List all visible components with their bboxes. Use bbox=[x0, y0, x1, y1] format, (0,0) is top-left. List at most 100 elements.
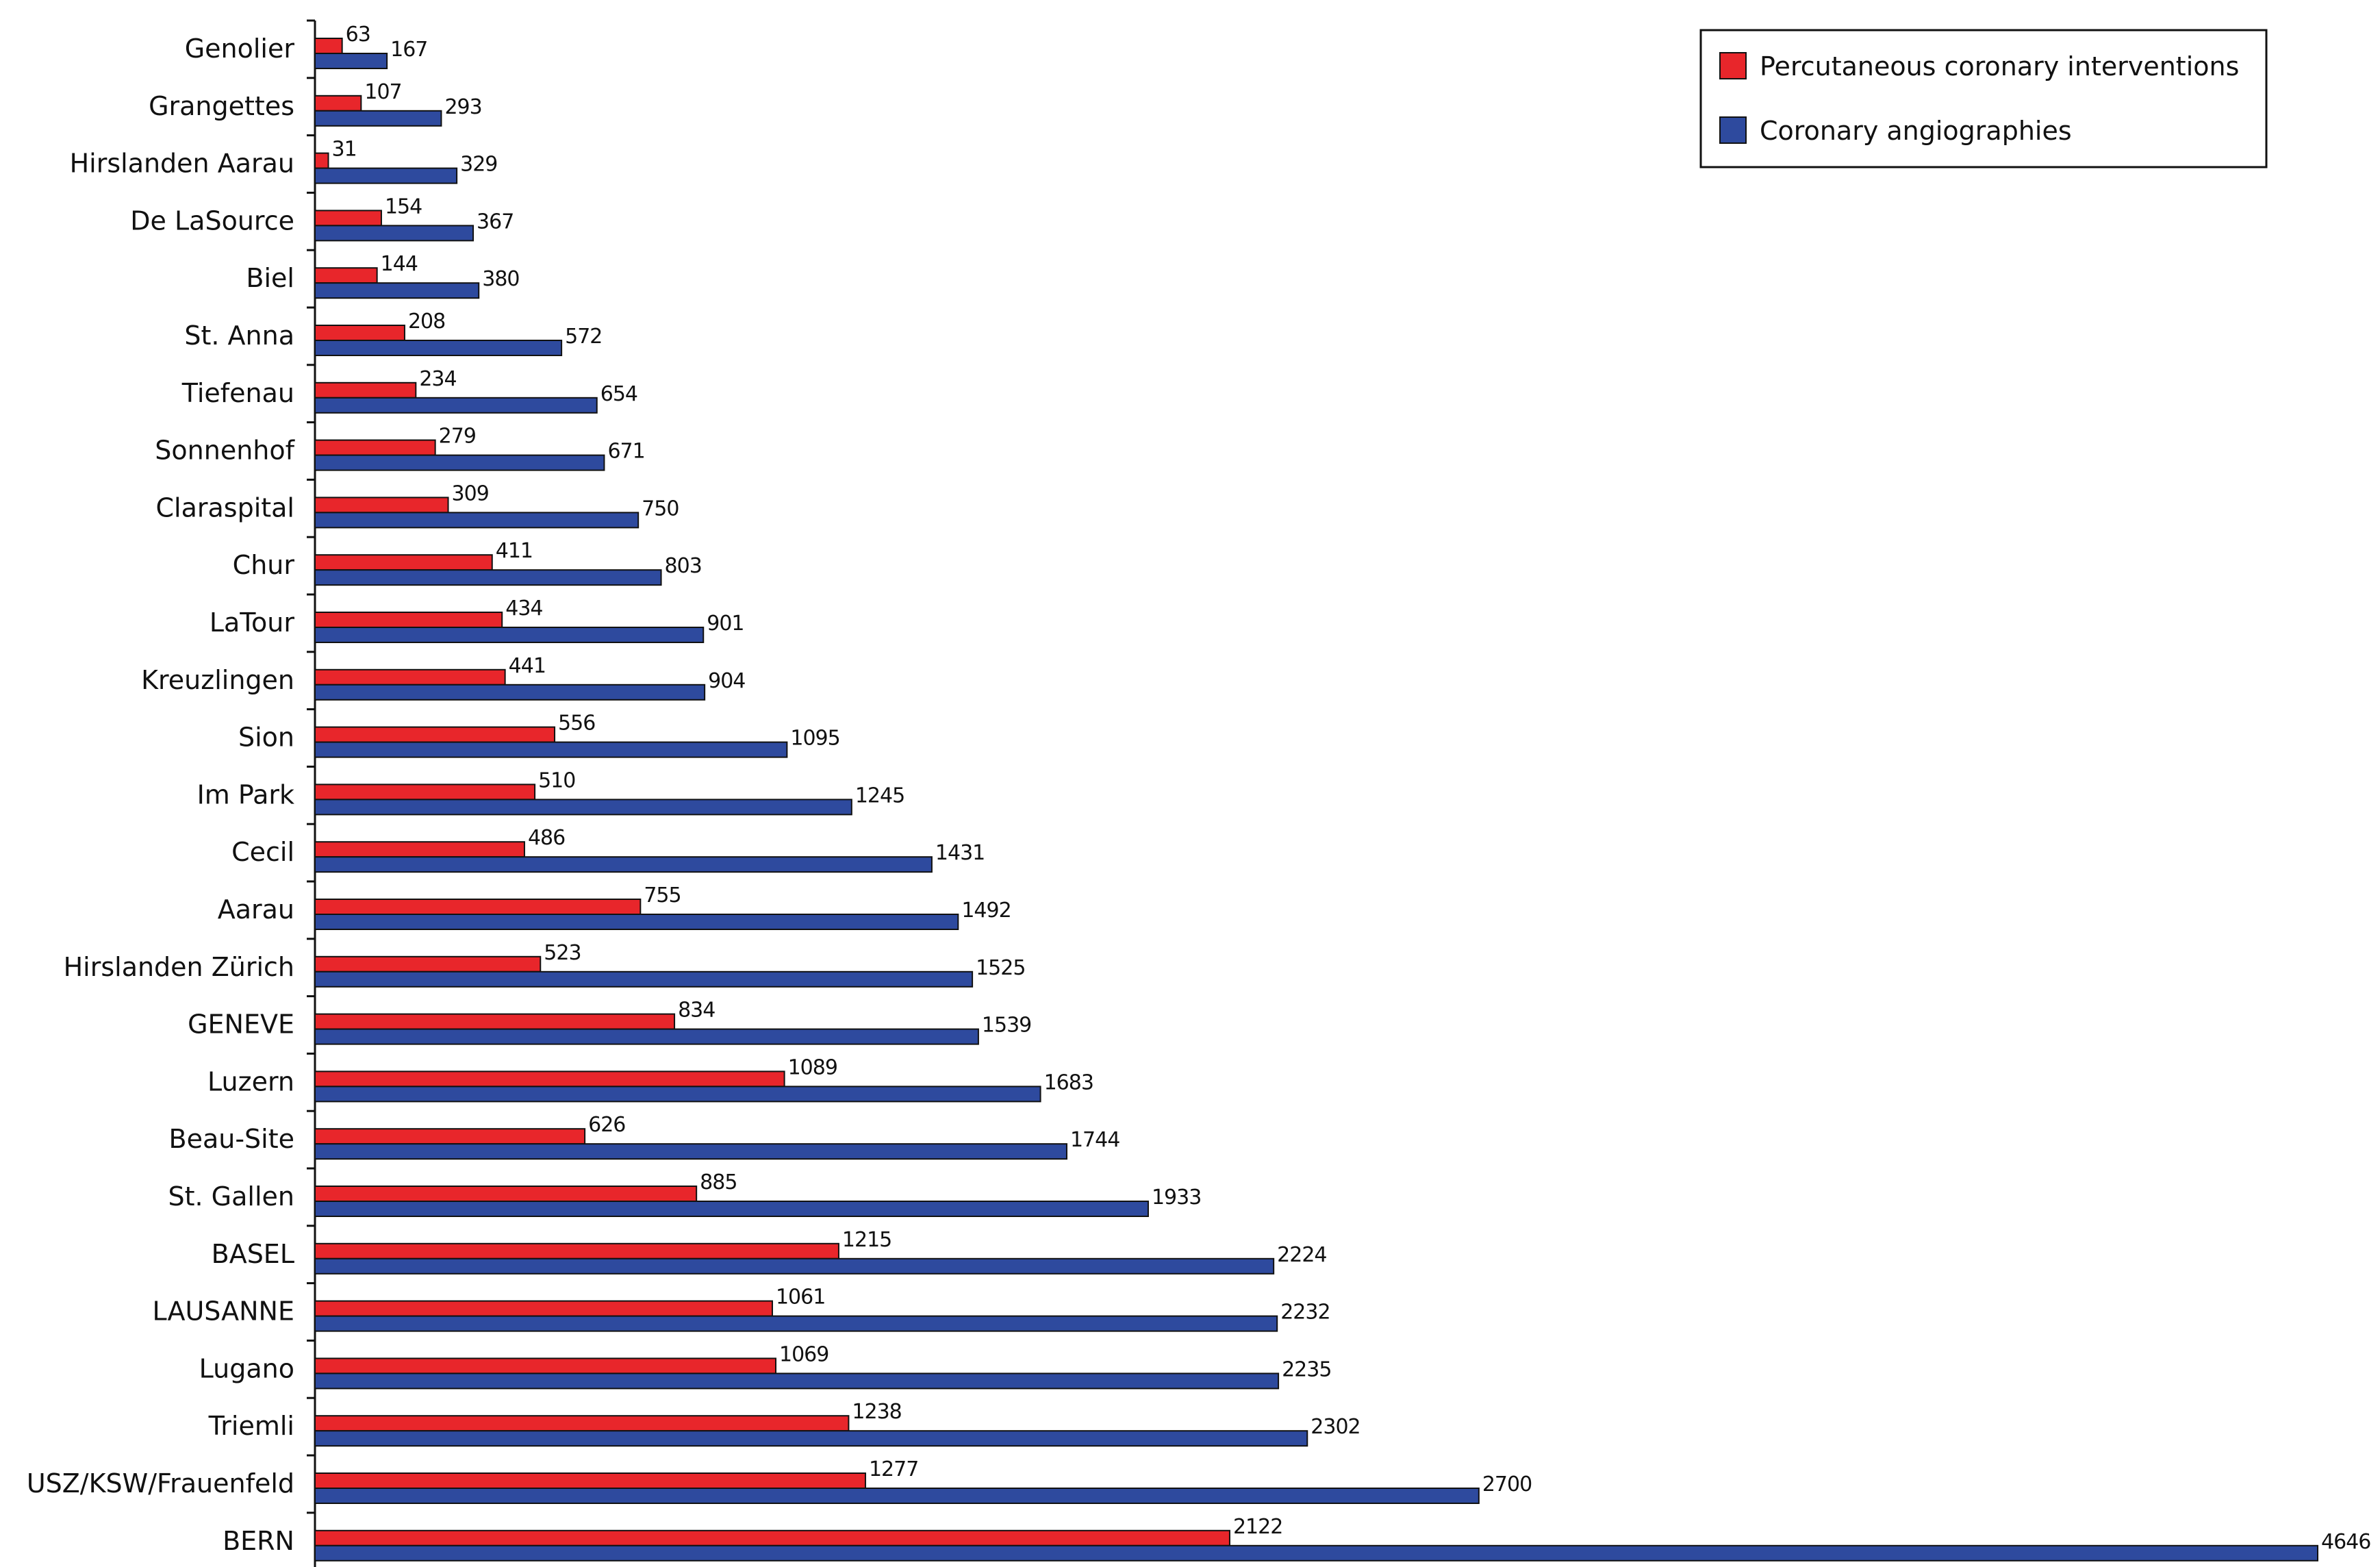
bar-pci bbox=[314, 1415, 850, 1432]
value-label-angiography: 803 bbox=[665, 554, 702, 578]
value-label-pci: 1061 bbox=[776, 1286, 825, 1309]
axis-layer bbox=[307, 19, 316, 1567]
value-label-angiography: 901 bbox=[707, 612, 744, 636]
category-label: St. Gallen bbox=[168, 1181, 295, 1212]
value-label-angiography: 1095 bbox=[790, 727, 839, 751]
bar-pci bbox=[314, 325, 405, 341]
value-label-angiography: 1431 bbox=[935, 841, 985, 865]
bar-pci bbox=[314, 1242, 839, 1259]
value-label-pci: 2122 bbox=[1233, 1515, 1282, 1539]
bar-angiography bbox=[314, 512, 640, 529]
category-label: Luzern bbox=[207, 1066, 294, 1096]
value-label-pci: 626 bbox=[588, 1113, 625, 1137]
bar-pci bbox=[314, 439, 436, 456]
category-label: Grangettes bbox=[149, 91, 294, 121]
category-label: Cecil bbox=[231, 837, 294, 867]
bar-angiography bbox=[314, 569, 662, 586]
category-label: Hirslanden Zürich bbox=[64, 952, 294, 982]
category-label: Beau-Site bbox=[169, 1124, 295, 1154]
value-label-angiography: 1744 bbox=[1070, 1128, 1119, 1152]
value-label-pci: 1215 bbox=[842, 1228, 891, 1252]
bar-angiography bbox=[314, 225, 474, 242]
bar-angiography bbox=[314, 970, 974, 988]
value-label-angiography: 2700 bbox=[1482, 1472, 1532, 1496]
bar-angiography bbox=[314, 741, 788, 758]
category-label: Biel bbox=[246, 263, 294, 293]
legend-swatch-pci bbox=[1719, 52, 1747, 79]
value-label-angiography: 1525 bbox=[976, 956, 1025, 980]
bar-angiography bbox=[314, 340, 563, 356]
value-label-angiography: 572 bbox=[565, 325, 602, 349]
value-label-pci: 279 bbox=[439, 425, 476, 449]
bar-pci bbox=[314, 38, 343, 54]
value-label-angiography: 167 bbox=[390, 38, 427, 62]
bar-pci bbox=[314, 612, 503, 628]
value-label-angiography: 380 bbox=[482, 267, 519, 291]
value-label-angiography: 904 bbox=[708, 669, 745, 693]
bar-angiography bbox=[314, 1430, 1308, 1447]
value-label-angiography: 654 bbox=[600, 382, 637, 406]
bar-pci bbox=[314, 1013, 676, 1030]
value-label-pci: 834 bbox=[678, 999, 715, 1023]
category-label: De LaSource bbox=[130, 205, 294, 236]
bar-pci bbox=[314, 497, 449, 514]
value-label-angiography: 1492 bbox=[961, 899, 1011, 923]
bar-angiography bbox=[314, 1257, 1275, 1275]
value-label-pci: 523 bbox=[544, 941, 581, 965]
category-label: Lugano bbox=[199, 1353, 294, 1383]
value-label-pci: 1238 bbox=[852, 1400, 901, 1424]
value-label-pci: 63 bbox=[346, 23, 370, 47]
bar-pci bbox=[314, 1300, 773, 1317]
value-label-pci: 441 bbox=[509, 654, 546, 678]
legend-label-pci: Percutaneous coronary interventions bbox=[1760, 51, 2239, 82]
legend-label-angio: Coronary angiographies bbox=[1760, 116, 2072, 146]
value-label-angiography: 329 bbox=[460, 153, 497, 177]
value-label-angiography: 1933 bbox=[1152, 1186, 1201, 1209]
value-label-angiography: 1245 bbox=[855, 784, 904, 807]
value-label-angiography: 750 bbox=[642, 497, 679, 521]
legend-swatch-angio bbox=[1719, 116, 1747, 144]
bar-angiography bbox=[314, 1315, 1278, 1332]
category-label: Sonnenhof bbox=[155, 436, 295, 466]
bar-angiography bbox=[314, 110, 442, 127]
category-label: LaTour bbox=[210, 607, 295, 638]
value-label-angiography: 2235 bbox=[1282, 1357, 1331, 1381]
value-label-angiography: 4646 bbox=[2321, 1530, 2370, 1554]
value-label-pci: 885 bbox=[700, 1170, 737, 1194]
bar-angiography bbox=[314, 397, 598, 414]
value-label-angiography: 2232 bbox=[1280, 1301, 1330, 1325]
value-label-pci: 510 bbox=[538, 768, 575, 792]
value-label-pci: 309 bbox=[452, 481, 489, 505]
bar-angiography bbox=[314, 627, 705, 643]
bar-pci bbox=[314, 1070, 785, 1088]
value-label-angiography: 293 bbox=[444, 95, 481, 119]
value-label-pci: 234 bbox=[419, 367, 456, 391]
legend-box bbox=[1699, 29, 2268, 168]
bar-pci bbox=[314, 1357, 777, 1375]
category-label: Genolier bbox=[185, 34, 295, 64]
value-label-angiography: 2302 bbox=[1311, 1415, 1360, 1439]
bar-pci bbox=[314, 1529, 1230, 1546]
bar-angiography bbox=[314, 167, 458, 184]
value-label-pci: 107 bbox=[364, 80, 401, 104]
category-label: Chur bbox=[233, 550, 295, 580]
bars-layer bbox=[314, 38, 2318, 1562]
bar-angiography bbox=[314, 1372, 1280, 1390]
category-label: Im Park bbox=[197, 779, 294, 810]
category-label: Claraspital bbox=[155, 492, 294, 523]
bar-pci bbox=[314, 955, 542, 973]
labels-layer: Genolier 63 167 Grangettes 107 293 Hirslanden … bbox=[27, 23, 2372, 1556]
bar-pci bbox=[314, 152, 329, 169]
value-label-angiography: 2224 bbox=[1277, 1243, 1326, 1267]
value-label-pci: 1277 bbox=[869, 1457, 918, 1481]
bar-angiography bbox=[314, 684, 706, 701]
bar-pci bbox=[314, 95, 362, 112]
value-label-pci: 144 bbox=[381, 252, 418, 276]
bar-pci bbox=[314, 267, 378, 284]
bar-angiography bbox=[314, 454, 605, 471]
value-label-angiography: 671 bbox=[607, 440, 644, 464]
legend: Percutaneous coronary interventions Coro… bbox=[1699, 29, 2268, 168]
category-label: Triemli bbox=[208, 1411, 294, 1441]
value-label-angiography: 1683 bbox=[1044, 1070, 1093, 1094]
bar-angiography bbox=[314, 282, 480, 299]
